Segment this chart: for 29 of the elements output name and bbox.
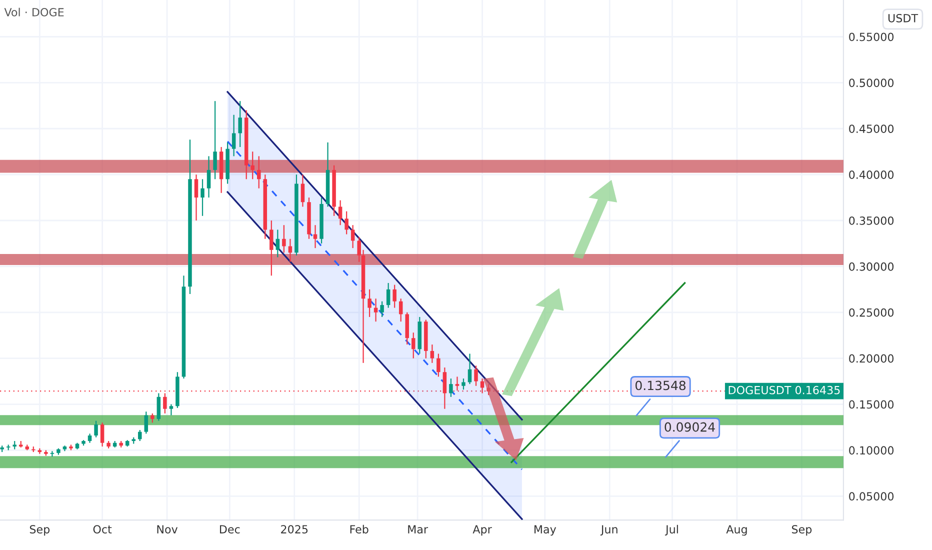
annotation: 0.09024 bbox=[664, 422, 715, 432]
y-tick-label: 0.45000 bbox=[849, 124, 894, 134]
x-tick-label: Feb bbox=[350, 524, 368, 534]
y-tick-label: 0.50000 bbox=[849, 78, 894, 88]
x-tick-label: Sep bbox=[792, 525, 812, 536]
y-tick-label: 0.35000 bbox=[849, 216, 894, 225]
x-tick-label: Sep bbox=[30, 525, 50, 536]
y-tick-label: 0.40000 bbox=[849, 170, 894, 179]
y-tick-label: 0.30000 bbox=[849, 262, 894, 271]
x-tick-label: Jun bbox=[600, 525, 618, 536]
y-tick-label: 0.05000 bbox=[849, 492, 894, 501]
y-tick-label: 0.10000 bbox=[849, 446, 894, 455]
y-tick-label: 0.25000 bbox=[849, 308, 894, 317]
y-tick-label: 0.55000 bbox=[849, 32, 894, 42]
ref-line-label: DOGEUSDT 0.16435 bbox=[728, 386, 840, 394]
x-tick-label: 2025 bbox=[281, 525, 308, 534]
x-tick-label: Oct bbox=[93, 525, 112, 534]
y-tick-label: 0.15000 bbox=[849, 400, 894, 409]
x-tick-label: Mar bbox=[408, 525, 428, 534]
x-tick-label: May bbox=[534, 525, 556, 536]
x-tick-label: Nov bbox=[157, 525, 178, 534]
x-tick-label: Aug bbox=[726, 525, 747, 536]
y-axis-title: USDT bbox=[888, 14, 918, 22]
x-tick-label: Apr bbox=[472, 525, 492, 536]
x-tick-label: Dec bbox=[220, 525, 240, 534]
y-tick-label: 0.20000 bbox=[849, 354, 894, 363]
annotation: Vol · DOGE bbox=[4, 8, 64, 16]
x-tick-label: Jul bbox=[664, 524, 678, 536]
annotation: 0.13548 bbox=[636, 380, 686, 390]
